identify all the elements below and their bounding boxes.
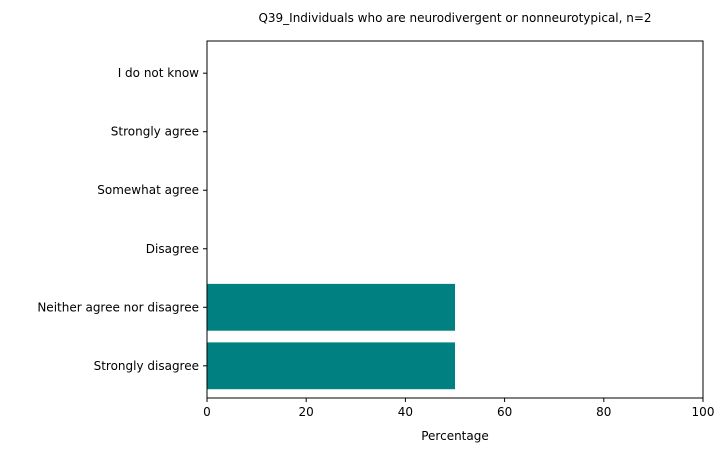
x-tick-label: 0: [203, 405, 211, 419]
y-axis: Strongly disagree Neither agree nor disag…: [37, 66, 207, 373]
x-tick-label: 20: [299, 405, 314, 419]
x-tick-label: 100: [692, 405, 715, 419]
y-tick-label: Strongly agree: [111, 125, 199, 139]
y-tick-label: Somewhat agree: [97, 183, 199, 197]
bars-group: [207, 283, 455, 390]
y-tick-label: Disagree: [146, 242, 199, 256]
x-tick-label: 40: [398, 405, 413, 419]
y-tick-label: Neither agree nor disagree: [37, 300, 199, 314]
bar-strongly-disagree: [207, 342, 455, 390]
y-tick-label: Strongly disagree: [94, 359, 199, 373]
bar-neither-agree-nor-disagree: [207, 283, 455, 331]
y-tick-label: I do not know: [118, 66, 199, 80]
x-axis: 0 20 40 60 80 100: [203, 398, 714, 419]
x-tick-label: 80: [596, 405, 611, 419]
chart-title: Q39_Individuals who are neurodivergent o…: [258, 11, 651, 25]
plot-frame: [206, 40, 704, 399]
x-tick-label: 60: [497, 405, 512, 419]
x-axis-label: Percentage: [421, 429, 489, 443]
